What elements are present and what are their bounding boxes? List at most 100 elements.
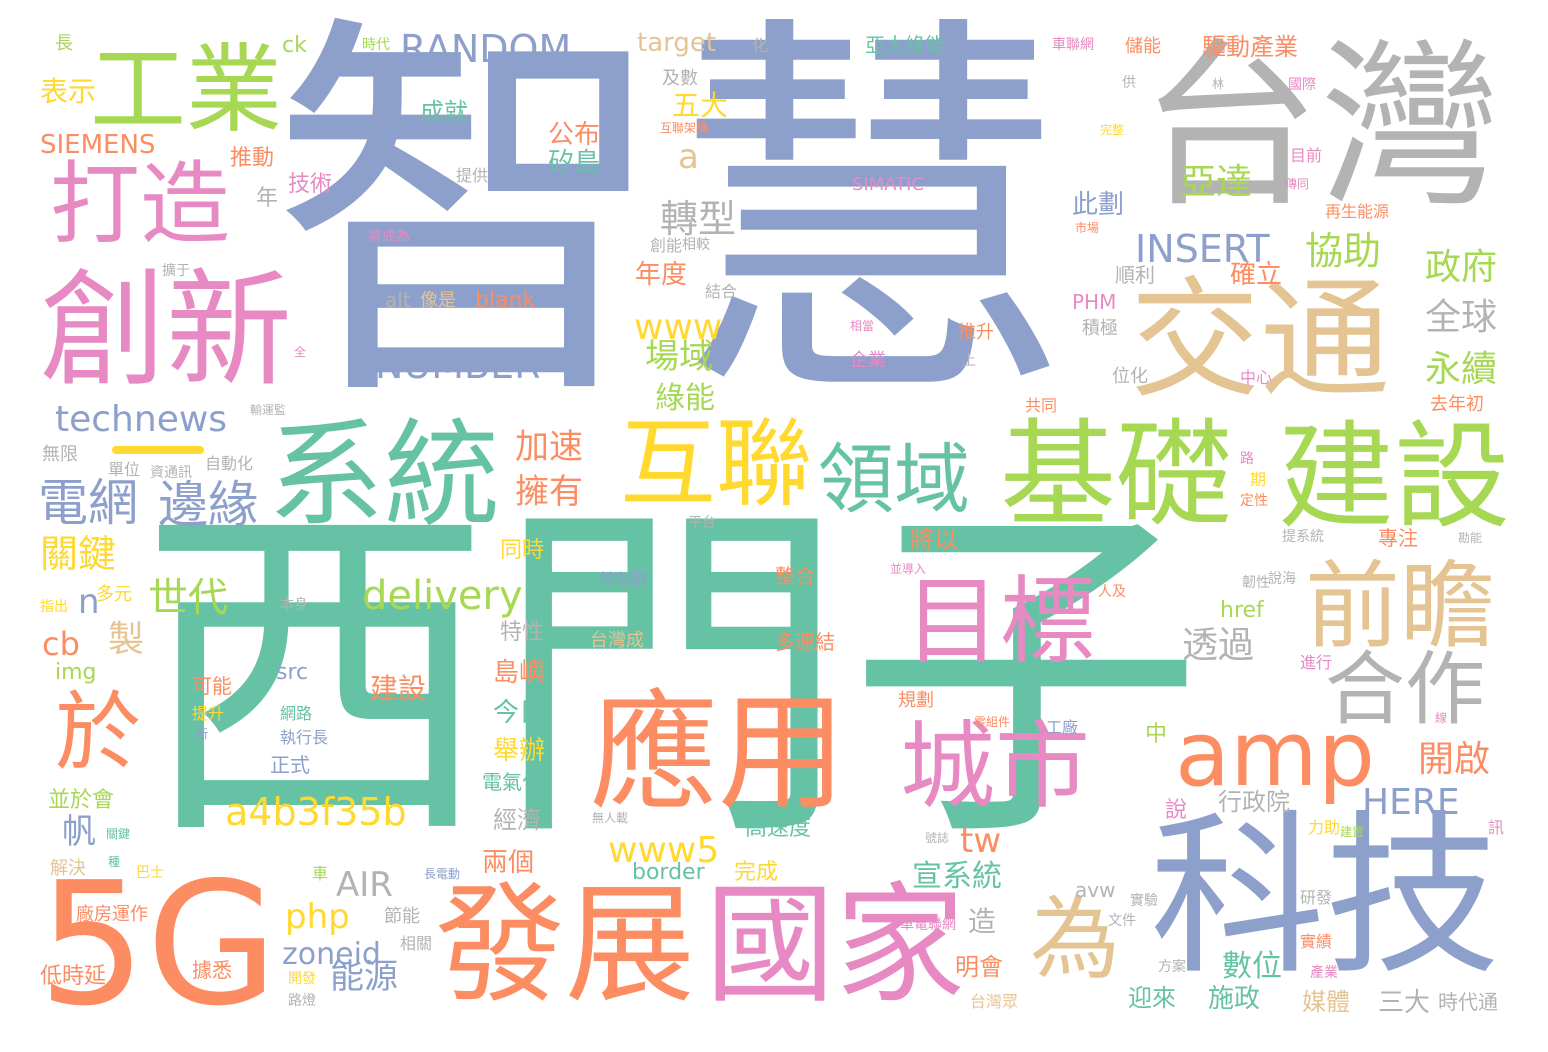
word-zhuanxing: 轉型 [660,197,737,241]
word-shidai2: 時代 [362,37,390,53]
word-kaiqi: 開啟 [1418,739,1491,780]
word-shuo: 說 [1165,798,1188,823]
word-chedianlianwang: 車電聯網 [900,917,956,933]
word-chanye: 產業 [1310,965,1338,981]
word-amp: amp [1175,702,1375,807]
word-chengjiu: 成就 [420,98,468,126]
word-chuneng: 儲能 [1125,36,1161,57]
word-shichang: 市場 [1075,221,1100,235]
word-wancheng: 完成 [734,860,779,885]
word-zitongxun: 資通訊 [150,465,192,481]
word-duoyuan: 多元 [96,584,132,605]
word-jinri: 今日 [493,698,546,728]
word-dingxing: 定性 [1240,493,1268,509]
word-fangan: 方案 [1158,959,1186,975]
word-pingtai: 平台 [688,515,716,531]
word-blank: blank [475,288,536,313]
word-qudongchanye: 驅動產業 [1202,33,1298,61]
word-guoji: 國際 [1288,77,1316,93]
word-wanzheng: 完整 [1100,123,1125,137]
word-gongye: 工業 [90,34,282,146]
word-jiaotong: 交通 [1130,264,1391,416]
word-lin: 林 [1212,77,1225,91]
word-guihua: 規劃 [898,690,934,711]
word-php: php [285,897,350,937]
word-quan: 全 [294,345,307,359]
word-ximenzi: 西門子 [138,470,1203,884]
word-juban: 舉辦 [493,736,546,766]
word-zaishengnengyuan: 再生能源 [1325,202,1390,221]
word-zidonghua: 自動化 [205,454,254,473]
word-chang: 長 [55,33,73,54]
word-cb: cb [42,625,80,663]
word-siemens: SIEMENS [40,130,156,160]
word-chuantong: 傳同 [1285,177,1310,191]
word-kongzhiqi: 控制器 [600,570,649,589]
word-target: target [637,28,717,58]
word-yongyou: 擁有 [515,472,583,512]
word-changyu: 場域 [645,337,713,377]
word-touguo: 透過 [1182,625,1255,666]
word-shizheng: 施政 [1208,984,1261,1014]
word-wuda: 五大 [672,89,729,122]
word-taiwanzhong: 台灣眾 [970,992,1019,1011]
word-biaoshi: 表示 [40,75,97,108]
word-zhichu: 指出 [40,599,68,615]
word-qi: 期 [1250,470,1267,489]
word-dazao: 打造 [50,152,230,257]
word-gaosudu: 高速度 [745,816,812,841]
word-gong: 供 [1122,75,1136,91]
word-fazhan: 發展 [435,869,696,1021]
word-a4b3f35b: a4b3f35b [225,790,407,834]
word-weihua: 位化 [1112,366,1148,387]
word-zhongxin: 中心 [1240,368,1273,387]
word-juxi: 據悉 [192,958,232,982]
word-liangge: 兩個 [482,848,535,878]
word-xiangdang: 相當 [850,319,875,333]
word-kaifa: 開發 [288,971,316,987]
word-lingyu: 領域 [818,435,970,524]
word-zhengfu: 政府 [1425,247,1498,288]
word-niandu: 年度 [635,260,688,290]
word-xiangjiao: 相較 [682,237,710,253]
word-yongxu: 永續 [1425,349,1498,390]
word-xitong: 系統 [268,408,500,543]
word-qianzhan: 前瞻 [1305,552,1496,662]
word-yu: 於 [55,683,141,783]
word-jiasu: 加速 [515,427,583,467]
word-shunli: 順利 [1115,263,1155,287]
word-shiji: 實績 [1300,932,1333,951]
word-daoyu: 島嶼 [493,658,546,688]
word-cihua: 此劃 [1072,190,1125,220]
word-meiti: 媒體 [1302,988,1350,1016]
word-border: border [632,860,705,885]
word-nengyuan: 能源 [330,957,398,997]
accent-bar [112,446,204,454]
word-xuanxitong: 宣系統 [912,859,1002,894]
word-fan: 帆 [62,812,96,852]
word-jingji: 經濟 [493,806,541,834]
word-jiejue: 解決 [50,858,86,879]
word-wenjian: 文件 [1108,913,1136,929]
word-taiwancheng: 台灣成 [590,630,644,651]
word-xin: 新 [196,727,209,741]
word-tigong: 提供 [456,166,489,185]
word-img: img [55,660,97,685]
word-zhenghe: 整合 [775,564,815,588]
word-number: NUMBER [375,343,541,387]
word-shidaitong: 時代通 [1438,990,1498,1014]
word-gongbu: 公布 [548,120,601,150]
word-chuangneng: 創能 [650,236,683,255]
word-href: href [1220,598,1264,623]
word-xiezhu: 協助 [1305,229,1382,273]
word-simatic: SIMATIC [852,174,925,195]
word-guidao: 矽島 [548,148,601,178]
word-ck: ck [282,33,307,58]
word-jianzhi: 建置 [1340,825,1365,839]
word-zhengshi: 正式 [270,753,310,777]
word-jiangyi: 將以 [910,526,958,554]
word-sanda: 三大 [1378,988,1431,1018]
word-here: HERE [1362,782,1460,823]
word-taiwan: 台灣 [1140,23,1501,232]
word-yingyong: 應用 [590,679,847,828]
